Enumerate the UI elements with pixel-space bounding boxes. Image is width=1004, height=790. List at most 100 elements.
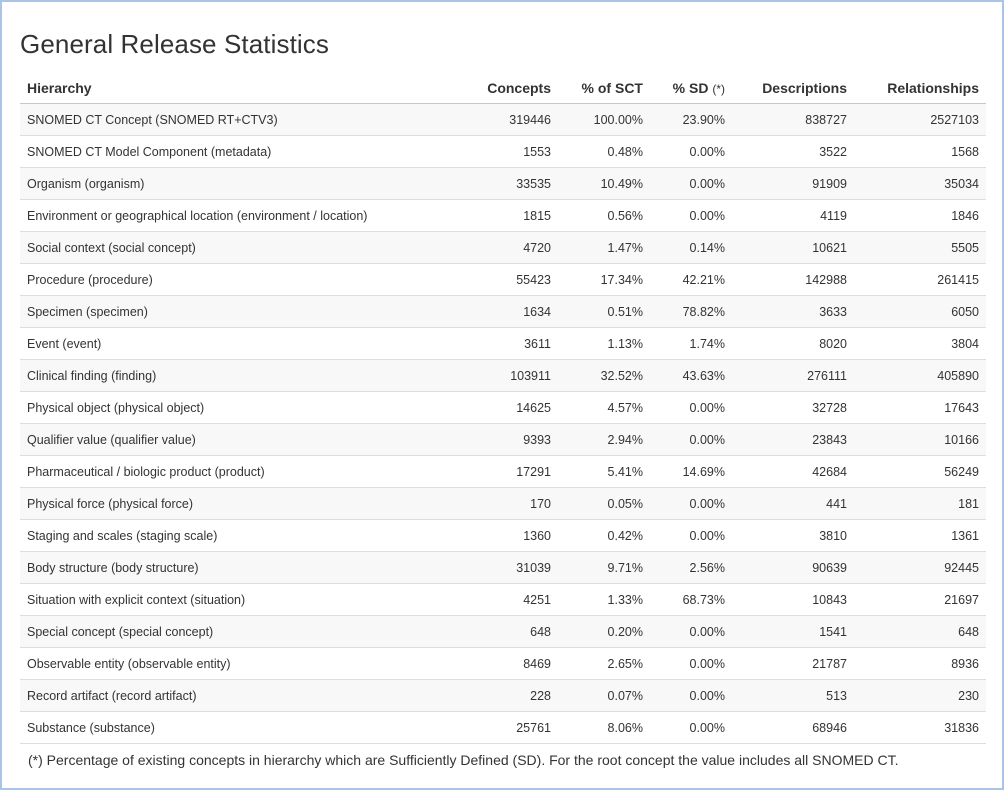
- cell-hierarchy: Physical force (physical force): [20, 487, 465, 520]
- cell-concepts: 25761: [465, 711, 558, 744]
- cell-hierarchy: Pharmaceutical / biologic product (produ…: [20, 455, 465, 488]
- table-row: Social context (social concept) 4720 1.47%…: [20, 231, 986, 264]
- table-row: SNOMED CT Concept (SNOMED RT+CTV3) 319446…: [20, 103, 986, 136]
- cell-descriptions: 23843: [732, 423, 854, 456]
- cell-pct-sct: 1.47%: [558, 231, 650, 264]
- cell-descriptions: 8020: [732, 327, 854, 360]
- cell-pct-sct: 8.06%: [558, 711, 650, 744]
- cell-pct-sct: 5.41%: [558, 455, 650, 488]
- table-row: Substance (substance) 25761 8.06% 0.00% 6894…: [20, 711, 986, 744]
- cell-pct-sct: 0.20%: [558, 615, 650, 648]
- cell-descriptions: 10843: [732, 583, 854, 616]
- cell-descriptions: 3522: [732, 135, 854, 168]
- cell-relationships: 181: [854, 487, 986, 520]
- table-row: Staging and scales (staging scale) 1360 0.…: [20, 519, 986, 552]
- cell-descriptions: 21787: [732, 647, 854, 680]
- cell-pct-sd: 78.82%: [650, 295, 732, 328]
- cell-hierarchy: Environment or geographical location (en…: [20, 199, 465, 232]
- cell-concepts: 4251: [465, 583, 558, 616]
- cell-descriptions: 68946: [732, 711, 854, 744]
- cell-concepts: 1634: [465, 295, 558, 328]
- cell-pct-sd: 0.00%: [650, 423, 732, 456]
- cell-pct-sd: 0.14%: [650, 231, 732, 264]
- cell-pct-sd: 0.00%: [650, 679, 732, 712]
- table-row: SNOMED CT Model Component (metadata) 1553…: [20, 135, 986, 168]
- cell-pct-sct: 1.33%: [558, 583, 650, 616]
- cell-hierarchy: Record artifact (record artifact): [20, 679, 465, 712]
- cell-relationships: 648: [854, 615, 986, 648]
- cell-concepts: 31039: [465, 551, 558, 584]
- cell-pct-sd: 14.69%: [650, 455, 732, 488]
- cell-pct-sct: 0.05%: [558, 487, 650, 520]
- cell-pct-sd: 0.00%: [650, 135, 732, 168]
- cell-pct-sd: 0.00%: [650, 391, 732, 424]
- table-row: Clinical finding (finding) 103911 32.52% 43…: [20, 359, 986, 392]
- cell-hierarchy: Organism (organism): [20, 167, 465, 200]
- table-row: Pharmaceutical / biologic product (produ…: [20, 455, 986, 488]
- cell-pct-sd: 2.56%: [650, 551, 732, 584]
- table-row: Qualifier value (qualifier value) 9393 2.9…: [20, 423, 986, 456]
- cell-descriptions: 10621: [732, 231, 854, 264]
- cell-pct-sd: 43.63%: [650, 359, 732, 392]
- cell-hierarchy: Special concept (special concept): [20, 615, 465, 648]
- table-header-row: Hierarchy Concepts % of SCT % SD (*) Des…: [20, 72, 986, 104]
- cell-relationships: 10166: [854, 423, 986, 456]
- table-row: Physical object (physical object) 14625 4.…: [20, 391, 986, 424]
- cell-pct-sct: 100.00%: [558, 103, 650, 136]
- cell-hierarchy: Procedure (procedure): [20, 263, 465, 296]
- table-row: Environment or geographical location (en…: [20, 199, 986, 232]
- page-title: General Release Statistics: [20, 29, 329, 59]
- cell-concepts: 648: [465, 615, 558, 648]
- cell-hierarchy: Event (event): [20, 327, 465, 360]
- cell-pct-sct: 10.49%: [558, 167, 650, 200]
- cell-hierarchy: Body structure (body structure): [20, 551, 465, 584]
- cell-pct-sct: 2.94%: [558, 423, 650, 456]
- footnote-marker: (*): [712, 81, 725, 96]
- cell-relationships: 17643: [854, 391, 986, 424]
- column-header-descriptions: Descriptions: [732, 72, 854, 104]
- cell-descriptions: 838727: [732, 103, 854, 136]
- column-header-relationships: Relationships: [854, 72, 986, 104]
- cell-pct-sct: 1.13%: [558, 327, 650, 360]
- cell-relationships: 3804: [854, 327, 986, 360]
- table-row: Specimen (specimen) 1634 0.51% 78.82% 3633 60…: [20, 295, 986, 328]
- cell-hierarchy: Qualifier value (qualifier value): [20, 423, 465, 456]
- cell-descriptions: 90639: [732, 551, 854, 584]
- table-row: Body structure (body structure) 31039 9.71…: [20, 551, 986, 584]
- table-row: Special concept (special concept) 648 0.20…: [20, 615, 986, 648]
- cell-relationships: 35034: [854, 167, 986, 200]
- cell-pct-sct: 17.34%: [558, 263, 650, 296]
- cell-pct-sct: 0.51%: [558, 295, 650, 328]
- cell-concepts: 8469: [465, 647, 558, 680]
- cell-descriptions: 3633: [732, 295, 854, 328]
- cell-relationships: 1846: [854, 199, 986, 232]
- cell-descriptions: 4119: [732, 199, 854, 232]
- cell-relationships: 2527103: [854, 103, 986, 136]
- cell-descriptions: 513: [732, 679, 854, 712]
- cell-relationships: 5505: [854, 231, 986, 264]
- cell-concepts: 228: [465, 679, 558, 712]
- cell-relationships: 21697: [854, 583, 986, 616]
- cell-hierarchy: Substance (substance): [20, 711, 465, 744]
- cell-relationships: 230: [854, 679, 986, 712]
- cell-hierarchy: Clinical finding (finding): [20, 359, 465, 392]
- cell-concepts: 3611: [465, 327, 558, 360]
- cell-hierarchy: SNOMED CT Concept (SNOMED RT+CTV3): [20, 103, 465, 136]
- table-row: Procedure (procedure) 55423 17.34% 42.21% 14…: [20, 263, 986, 296]
- cell-hierarchy: Staging and scales (staging scale): [20, 519, 465, 552]
- cell-relationships: 261415: [854, 263, 986, 296]
- cell-pct-sd: 0.00%: [650, 711, 732, 744]
- cell-pct-sct: 2.65%: [558, 647, 650, 680]
- table-row: Observable entity (observable entity) 846…: [20, 647, 986, 680]
- cell-relationships: 56249: [854, 455, 986, 488]
- table-body: SNOMED CT Concept (SNOMED RT+CTV3) 319446…: [20, 103, 986, 744]
- cell-pct-sd: 0.00%: [650, 167, 732, 200]
- cell-pct-sd: 42.21%: [650, 263, 732, 296]
- table-row: Event (event) 3611 1.13% 1.74% 8020 3804: [20, 327, 986, 360]
- table-row: Organism (organism) 33535 10.49% 0.00% 91909…: [20, 167, 986, 200]
- cell-concepts: 170: [465, 487, 558, 520]
- cell-pct-sd: 0.00%: [650, 487, 732, 520]
- cell-pct-sct: 0.56%: [558, 199, 650, 232]
- cell-concepts: 55423: [465, 263, 558, 296]
- cell-relationships: 1568: [854, 135, 986, 168]
